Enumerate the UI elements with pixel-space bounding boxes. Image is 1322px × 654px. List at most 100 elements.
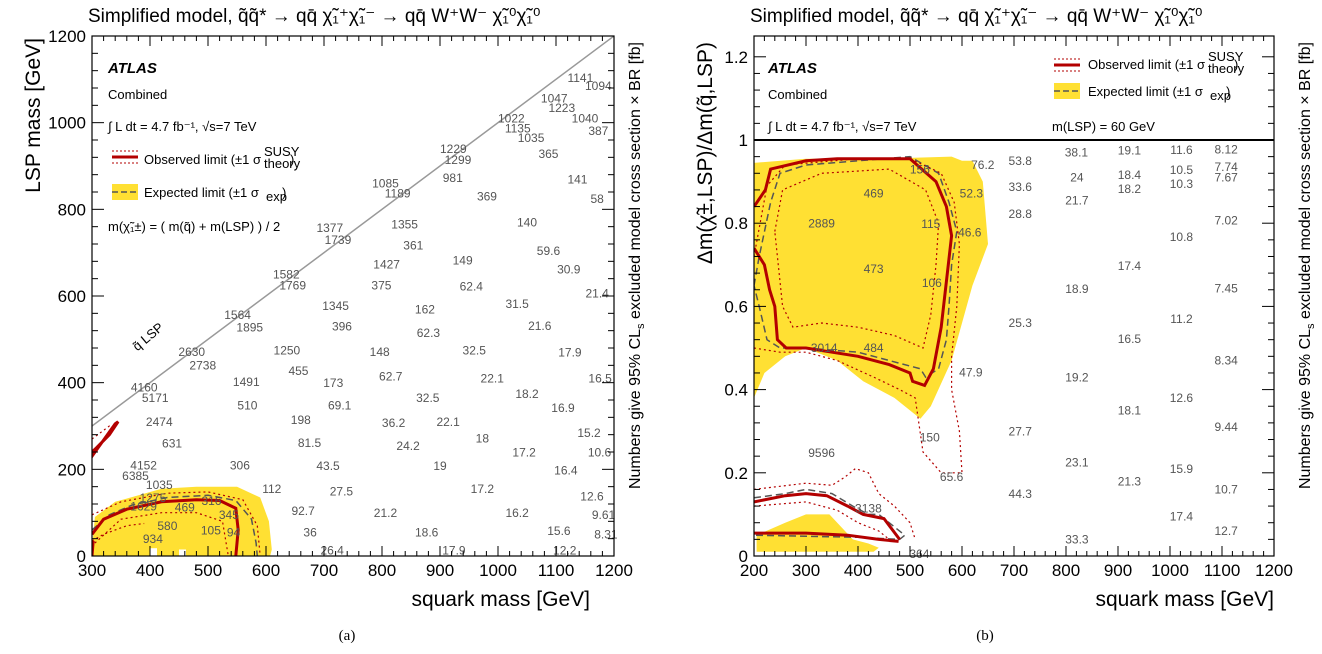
data-label: 7.74 <box>1214 160 1238 174</box>
data-label: 11.2 <box>1170 312 1193 326</box>
y-tick-label: 400 <box>58 374 86 393</box>
data-label: 10.6 <box>588 445 612 459</box>
data-label: 1299 <box>445 153 472 167</box>
data-label: 12.6 <box>1170 391 1194 405</box>
data-label: 484 <box>864 341 884 355</box>
panel-b-z-label: Numbers give 95% CLs excluded model cros… <box>1297 42 1317 489</box>
panel-a-x-axis-label: squark mass [GeV] <box>411 588 590 611</box>
data-label: 62.3 <box>417 326 441 340</box>
legend-expected-close: ) <box>282 185 286 200</box>
data-label: 19.1 <box>1118 144 1142 158</box>
data-label: 1275 <box>140 491 167 505</box>
legend-expected-text: Expected limit (±1 σ <box>1088 84 1203 99</box>
x-tick-label: 1100 <box>1204 561 1241 580</box>
data-label: 149 <box>453 253 473 267</box>
x-tick-label: 700 <box>310 561 338 580</box>
panel-a-z-label: Numbers give 95% CLs excluded model cros… <box>627 42 647 489</box>
data-label: 631 <box>162 437 182 451</box>
data-label: 19.2 <box>1065 370 1089 384</box>
atlas-label: ATLAS <box>107 60 157 77</box>
data-label: 1035 <box>518 131 545 145</box>
data-label: 141 <box>567 172 587 186</box>
legend-observed-sup: SUSY <box>1208 49 1244 64</box>
x-tick-label: 300 <box>792 561 820 580</box>
data-label: 22.1 <box>481 372 505 386</box>
panel-b-label: (b) <box>976 628 994 644</box>
diagonal-label: q̃ LSP <box>130 320 167 354</box>
data-label: 1135 <box>505 122 531 136</box>
data-label: 3014 <box>811 341 838 355</box>
data-label: 105 <box>201 523 221 537</box>
x-tick-label: 400 <box>136 561 164 580</box>
observed-island-sigma <box>92 425 117 440</box>
data-label: 24 <box>1070 171 1084 185</box>
data-label: 2889 <box>808 216 835 230</box>
data-label: 18.2 <box>1118 182 1142 196</box>
x-tick-label: 700 <box>1000 561 1028 580</box>
data-label: 2738 <box>189 359 216 373</box>
data-label: 17.9 <box>558 346 582 360</box>
data-label: 38.1 <box>1065 146 1089 160</box>
panel-b: Simplified model, q̃q̃* → qq̄ χ̃₁⁺χ̃₁⁻ →… <box>694 6 1317 644</box>
x-tick-label: 500 <box>896 561 924 580</box>
panel-a-plot-area: 1141109410471223104038710221135103536514… <box>48 27 633 580</box>
data-label: 46.6 <box>958 226 982 240</box>
data-label: 18.4 <box>1118 168 1142 182</box>
data-label: 32.5 <box>416 391 440 405</box>
x-tick-label: 300 <box>78 561 106 580</box>
data-label: 1345 <box>322 299 349 313</box>
data-label: 31.5 <box>505 297 529 311</box>
data-label: 5171 <box>142 391 169 405</box>
data-label: 16.4 <box>554 464 578 478</box>
observed-limit-low <box>754 492 901 541</box>
data-label: 8.12 <box>1214 142 1238 156</box>
data-label: 21.3 <box>1118 474 1142 488</box>
data-label: 18 <box>476 431 490 445</box>
legend-observed-sub: theory <box>1208 61 1245 76</box>
data-label: 387 <box>588 124 608 138</box>
data-label: 1739 <box>325 233 352 247</box>
data-label: 1629 <box>130 500 157 514</box>
data-label: 1223 <box>548 101 575 115</box>
legend-observed-text: Observed limit (±1 σ <box>1088 57 1205 72</box>
x-tick-label: 400 <box>844 561 872 580</box>
legend-expected-sub: exp <box>266 189 287 204</box>
data-label: 10.3 <box>1170 177 1194 191</box>
data-label: 365 <box>538 147 558 161</box>
data-label: 115 <box>921 217 940 231</box>
legend-expected-close: ) <box>1226 84 1230 99</box>
data-label: 17.2 <box>471 482 495 496</box>
plot-content <box>92 36 614 556</box>
data-label: 162 <box>415 302 435 316</box>
y-tick-label: 0.2 <box>724 464 748 483</box>
data-label: 6385 <box>122 469 149 483</box>
data-label: 52.3 <box>960 186 984 200</box>
x-tick-label: 1200 <box>1255 561 1293 580</box>
data-label: 15.9 <box>1170 462 1194 476</box>
x-tick-label: 200 <box>740 561 768 580</box>
data-label: 112 <box>262 482 281 496</box>
x-tick-label: 900 <box>426 561 454 580</box>
panel-b-x-axis-label: squark mass [GeV] <box>1095 588 1274 611</box>
data-label: 15.2 <box>577 426 601 440</box>
panel-b-y-axis-label: Δm(χ̃±,LSP)/Δm(q̃,LSP) <box>694 42 717 264</box>
y-tick-label: 1.2 <box>724 48 748 67</box>
data-label: 396 <box>332 320 352 334</box>
expected-limit-line <box>92 494 259 556</box>
observed-limit-line <box>92 498 240 556</box>
data-label: 140 <box>517 216 537 230</box>
y-tick-label: 0.4 <box>724 381 748 400</box>
data-label: 53.8 <box>1009 154 1033 168</box>
data-label: 18.1 <box>1118 404 1142 418</box>
observed-minus-sigma <box>774 168 940 349</box>
y-tick-label: 0 <box>77 547 86 566</box>
observed-limit-line <box>754 157 954 388</box>
data-label: 92.7 <box>291 504 315 518</box>
legend-observed-sup: SUSY <box>264 144 300 159</box>
data-label: 1040 <box>572 112 599 126</box>
data-label: 1094 <box>585 79 612 93</box>
data-label: 22.1 <box>436 415 460 429</box>
data-label: 8.34 <box>1214 354 1238 368</box>
data-label: 369 <box>477 190 497 204</box>
